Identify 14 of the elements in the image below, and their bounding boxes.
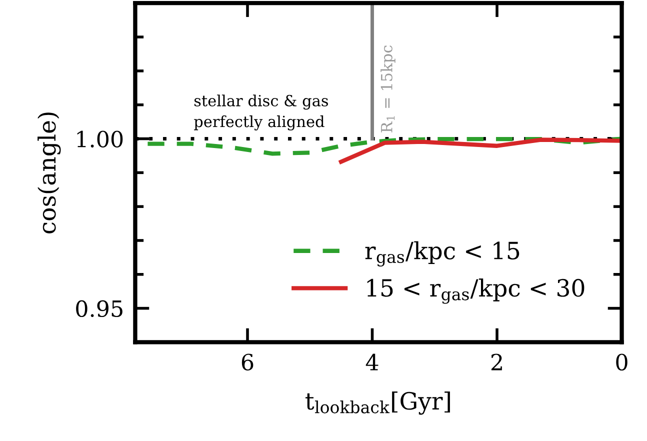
ref-line-label: stellar disc & gas perfectly aligned [194,94,328,130]
x-tick-label: 2 [491,354,502,370]
y-axis-title: cos(angle) [38,112,61,234]
x-axis-title: t$_{lookback}$[Gyr] [306,392,450,415]
y-tick-label: 1.00 [77,130,123,148]
x-tick-label: 6 [242,354,254,371]
y-tick-label: 0.95 [76,300,122,318]
line-series [338,138,622,164]
legend-label: 15 < r$_{gas}$/kpc < 30 [367,278,584,304]
line-series [146,136,622,156]
annotation: R$_{1}$ = 15kpc [380,45,396,132]
x-tick-label: 0 [616,354,628,371]
x-tick-label: 4 [366,354,378,370]
legend-label: r$_{gas}$/kpc < 15 [365,241,520,266]
